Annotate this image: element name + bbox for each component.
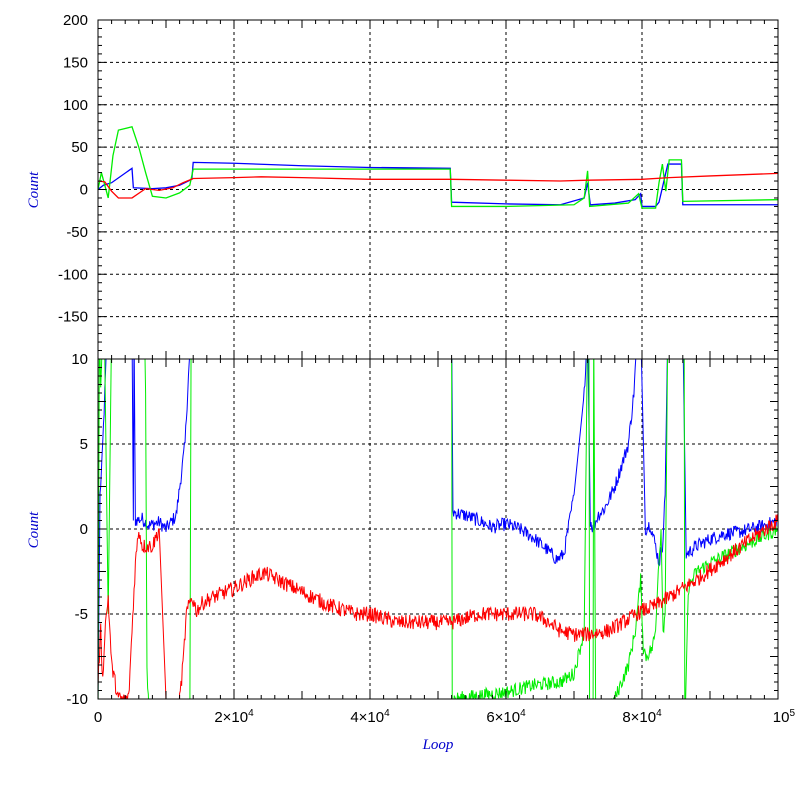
top-y-tick-labels: -150 -100 -50 0 50 100 150 200: [58, 12, 88, 326]
bottom-series-line-blue: [98, 359, 778, 699]
x-tick-label: 0: [94, 709, 102, 726]
bottom-plot-frame: [97, 358, 779, 700]
top-series-line-green: [98, 126, 778, 209]
top-y-tick-label: -50: [66, 224, 88, 241]
bottom-y-tick-label: 0: [80, 521, 88, 538]
top-series-line-red: [98, 172, 778, 199]
x-tick-labels: 0 2×104 4×104 6×104 8×104 105: [94, 708, 796, 726]
bottom-y-tick-label: -5: [75, 606, 88, 623]
top-chart-panel: -150 -100 -50 0 50 100 150 200 Count: [26, 12, 779, 360]
top-y-tick-label: -150: [58, 309, 88, 326]
bottom-y-tick-label: -10: [66, 691, 88, 708]
bottom-y-tick-label: 5: [80, 436, 88, 453]
bottom-y-tick-labels: -10 -5 0 5 10: [66, 351, 88, 708]
x-tick-label: 2×104: [214, 708, 254, 726]
x-tick-label: 4×104: [350, 708, 390, 726]
x-tick-label: 8×104: [622, 708, 662, 726]
bottom-y-axis-title: Count: [26, 511, 42, 549]
top-gridlines: [98, 20, 778, 359]
bottom-chart-panel: -10 -5 0 5 10 0 2×104 4×104 6×104 8×104 105 Count…: [26, 351, 796, 753]
top-y-axis-title: Count: [26, 171, 42, 209]
top-y-tick-label: 100: [63, 97, 88, 114]
x-tick-label: 105: [773, 708, 796, 726]
bottom-y-tick-label: 10: [71, 351, 88, 368]
top-series-group: [98, 126, 778, 209]
top-y-tick-label: 0: [80, 182, 88, 199]
top-y-tick-label: 200: [63, 12, 88, 29]
bottom-tick-marks: [98, 359, 778, 699]
x-axis-title: Loop: [422, 737, 454, 753]
bottom-series-line-red: [98, 514, 778, 699]
bottom-series-group: [98, 359, 778, 699]
bottom-series-line-green: [98, 359, 778, 699]
top-y-tick-label: 150: [63, 54, 88, 71]
x-tick-label: 6×104: [486, 708, 526, 726]
top-y-tick-label: 50: [71, 139, 88, 156]
top-series-line-blue: [98, 161, 778, 208]
top-y-tick-label: -100: [58, 266, 88, 283]
top-tick-marks: [98, 20, 778, 359]
